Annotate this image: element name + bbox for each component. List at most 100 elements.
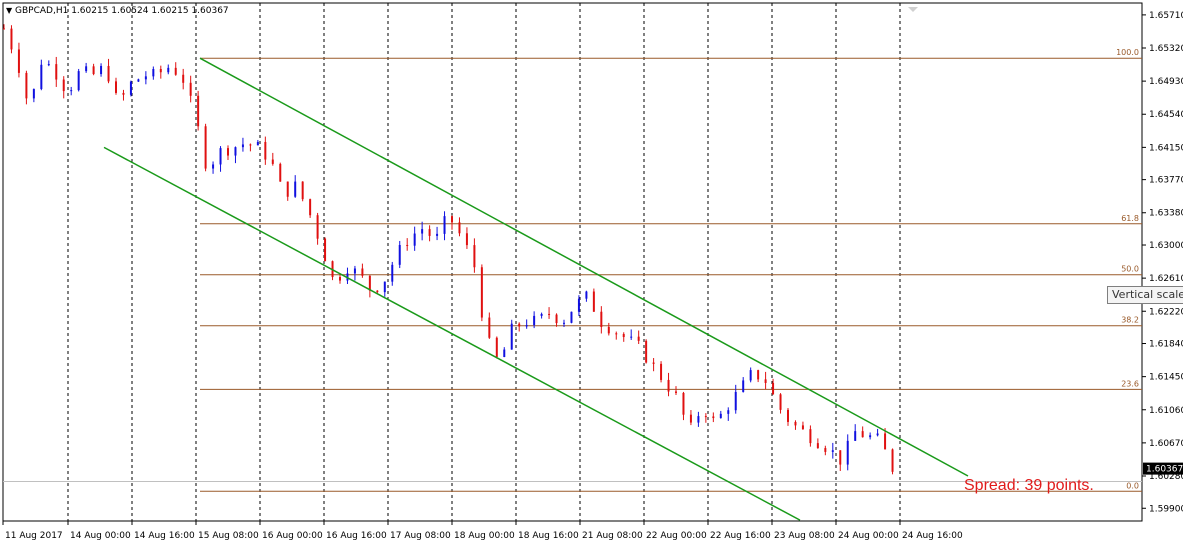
- candle-body: [174, 67, 177, 75]
- candle-body: [204, 126, 207, 169]
- candles: [3, 24, 894, 475]
- trend-channel[interactable]: [103, 57, 969, 521]
- candle-body: [772, 382, 775, 395]
- candle-body: [152, 68, 155, 77]
- candle-body: [436, 233, 439, 236]
- chart-shift-marker[interactable]: [908, 7, 918, 12]
- candle-body: [107, 65, 110, 82]
- candle-body: [115, 81, 117, 93]
- candle-body: [32, 89, 35, 99]
- candle-body: [480, 267, 483, 318]
- time-label: 22 Aug 16:00: [710, 531, 771, 541]
- candle-body: [144, 76, 147, 80]
- candle-body: [159, 68, 162, 73]
- candle-body: [413, 233, 416, 246]
- candle-body: [85, 66, 88, 72]
- price-label: 1.65320: [1149, 44, 1183, 54]
- price-label: 1.60280: [1149, 472, 1183, 482]
- candle-body: [533, 315, 536, 326]
- time-label: 22 Aug 00:00: [646, 531, 707, 541]
- candle-body: [495, 337, 498, 358]
- vertical-scale-tooltip: Vertical scale: [1107, 286, 1183, 304]
- candle-body: [548, 313, 551, 315]
- candle-body: [241, 144, 244, 148]
- candle-body: [510, 323, 513, 350]
- candle-body: [294, 181, 297, 197]
- candle-body: [47, 64, 50, 66]
- candle-body: [667, 379, 670, 392]
- candle-body: [652, 362, 655, 364]
- candle-body: [391, 264, 394, 282]
- fib-level-label: 38.2: [1121, 316, 1139, 325]
- candle-body: [376, 290, 379, 293]
- candle-body: [40, 64, 43, 90]
- candle-body: [675, 391, 677, 393]
- fib-level-label: 50.0: [1121, 265, 1139, 274]
- chart-header: ▼ GBPCAD,H1 1.60215 1.60524 1.60215 1.60…: [6, 6, 229, 16]
- candle-body: [137, 79, 140, 82]
- candle-body: [831, 450, 834, 452]
- candle-body: [824, 448, 827, 452]
- price-label: 1.59900: [1149, 504, 1183, 514]
- spread-label: Spread: 39 points.: [964, 477, 1094, 494]
- candle-body: [368, 275, 371, 291]
- time-label: 24 Aug 16:00: [902, 531, 963, 541]
- candle-body: [884, 433, 887, 450]
- candle-body: [406, 244, 409, 246]
- candle-body: [816, 443, 819, 449]
- candle-body: [600, 311, 603, 328]
- price-label: 1.65710: [1149, 11, 1183, 21]
- candle-body: [615, 333, 618, 335]
- candle-body: [458, 222, 461, 234]
- candle-body: [249, 144, 252, 146]
- candle-body: [70, 90, 73, 92]
- candle-body: [189, 82, 192, 96]
- dropdown-icon[interactable]: ▼: [6, 6, 13, 15]
- price-label: 1.62610: [1149, 274, 1183, 284]
- candle-body: [854, 431, 857, 441]
- grid-lines: [67, 3, 901, 521]
- current-price-label: 1.60367: [1146, 465, 1183, 475]
- candle-body: [309, 199, 312, 216]
- candle-body: [630, 336, 633, 338]
- candle-body: [592, 291, 595, 312]
- time-label: 11 Aug 2017: [5, 531, 63, 541]
- candle-body: [757, 370, 760, 380]
- time-axis[interactable]: 11 Aug 2017 14 Aug 00:00 14 Aug 16:00 15 Au…: [2, 521, 963, 541]
- channel-upper-line[interactable]: [199, 57, 969, 477]
- price-label: 1.63000: [1149, 241, 1183, 251]
- candle-body: [503, 349, 506, 358]
- price-label: 1.64150: [1149, 143, 1183, 153]
- candle-body: [339, 277, 341, 281]
- candle-body: [764, 379, 767, 383]
- candle-body: [62, 79, 65, 92]
- candle-body: [861, 431, 864, 438]
- price-label: 1.64540: [1149, 110, 1183, 120]
- candle-body: [607, 327, 610, 334]
- price-label: 1.61840: [1149, 340, 1183, 350]
- fib-level-label: 100.0: [1116, 48, 1139, 57]
- candle-body: [839, 450, 842, 465]
- candle-body: [264, 141, 267, 160]
- candle-body: [17, 49, 20, 73]
- price-label: 1.60670: [1149, 439, 1183, 449]
- candle-body: [77, 71, 80, 91]
- candle-body: [719, 413, 722, 419]
- price-axis[interactable]: 1.65710 1.65320 1.64930 1.64540 1.64150 1.637…: [1142, 11, 1183, 514]
- candle-body: [279, 163, 282, 182]
- candle-body: [585, 291, 588, 299]
- candle-body: [518, 323, 521, 327]
- candle-body: [563, 322, 565, 324]
- candle-body: [353, 268, 356, 274]
- candle-body: [55, 64, 58, 80]
- fibonacci-retracement[interactable]: 100.0 61.8 50.0 38.2 23.6 0.0: [200, 48, 1142, 492]
- channel-lower-line[interactable]: [103, 146, 801, 521]
- time-label: 23 Aug 08:00: [774, 531, 835, 541]
- candle-body: [712, 416, 715, 419]
- time-label: 24 Aug 00:00: [838, 531, 899, 541]
- candle-body: [398, 244, 401, 265]
- candle-body: [361, 268, 364, 276]
- candle-body: [704, 416, 707, 418]
